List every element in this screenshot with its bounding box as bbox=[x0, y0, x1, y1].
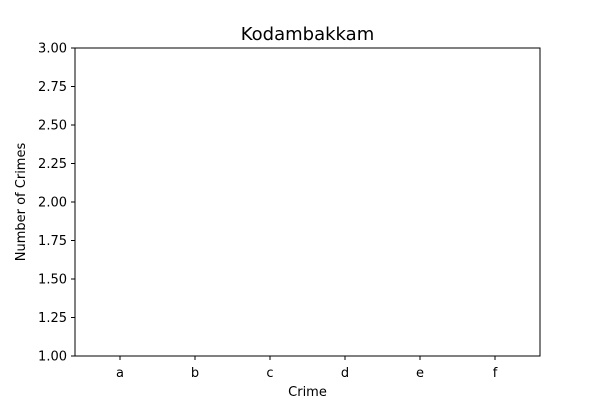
y-axis: 1.00 1.25 1.50 1.75 2.00 2.25 2.50 2.75 3.00 bbox=[38, 42, 75, 365]
x-tick-label: e bbox=[416, 366, 424, 381]
x-axis-label: Crime bbox=[288, 385, 327, 400]
y-tick-label: 2.50 bbox=[38, 119, 67, 134]
y-tick-label: 2.75 bbox=[38, 80, 67, 95]
x-tick-label: f bbox=[493, 366, 498, 381]
x-tick-label: a bbox=[116, 366, 124, 381]
x-tick-label: d bbox=[341, 366, 349, 381]
chart-title: Kodambakkam bbox=[241, 24, 374, 45]
plot-area-frame bbox=[74, 47, 541, 357]
x-axis: a b c d e f bbox=[116, 356, 498, 381]
x-tick-label: c bbox=[266, 366, 273, 381]
y-axis-label: Number of Crimes bbox=[14, 143, 29, 262]
y-tick-label: 3.00 bbox=[38, 42, 67, 57]
y-tick-label: 1.50 bbox=[38, 273, 67, 288]
y-tick-label: 2.25 bbox=[38, 157, 67, 172]
y-tick-label: 1.00 bbox=[38, 350, 67, 365]
y-tick-label: 1.25 bbox=[38, 311, 67, 326]
y-tick-label: 1.75 bbox=[38, 234, 67, 249]
y-tick-label: 2.00 bbox=[38, 196, 67, 211]
x-tick-label: b bbox=[191, 366, 199, 381]
